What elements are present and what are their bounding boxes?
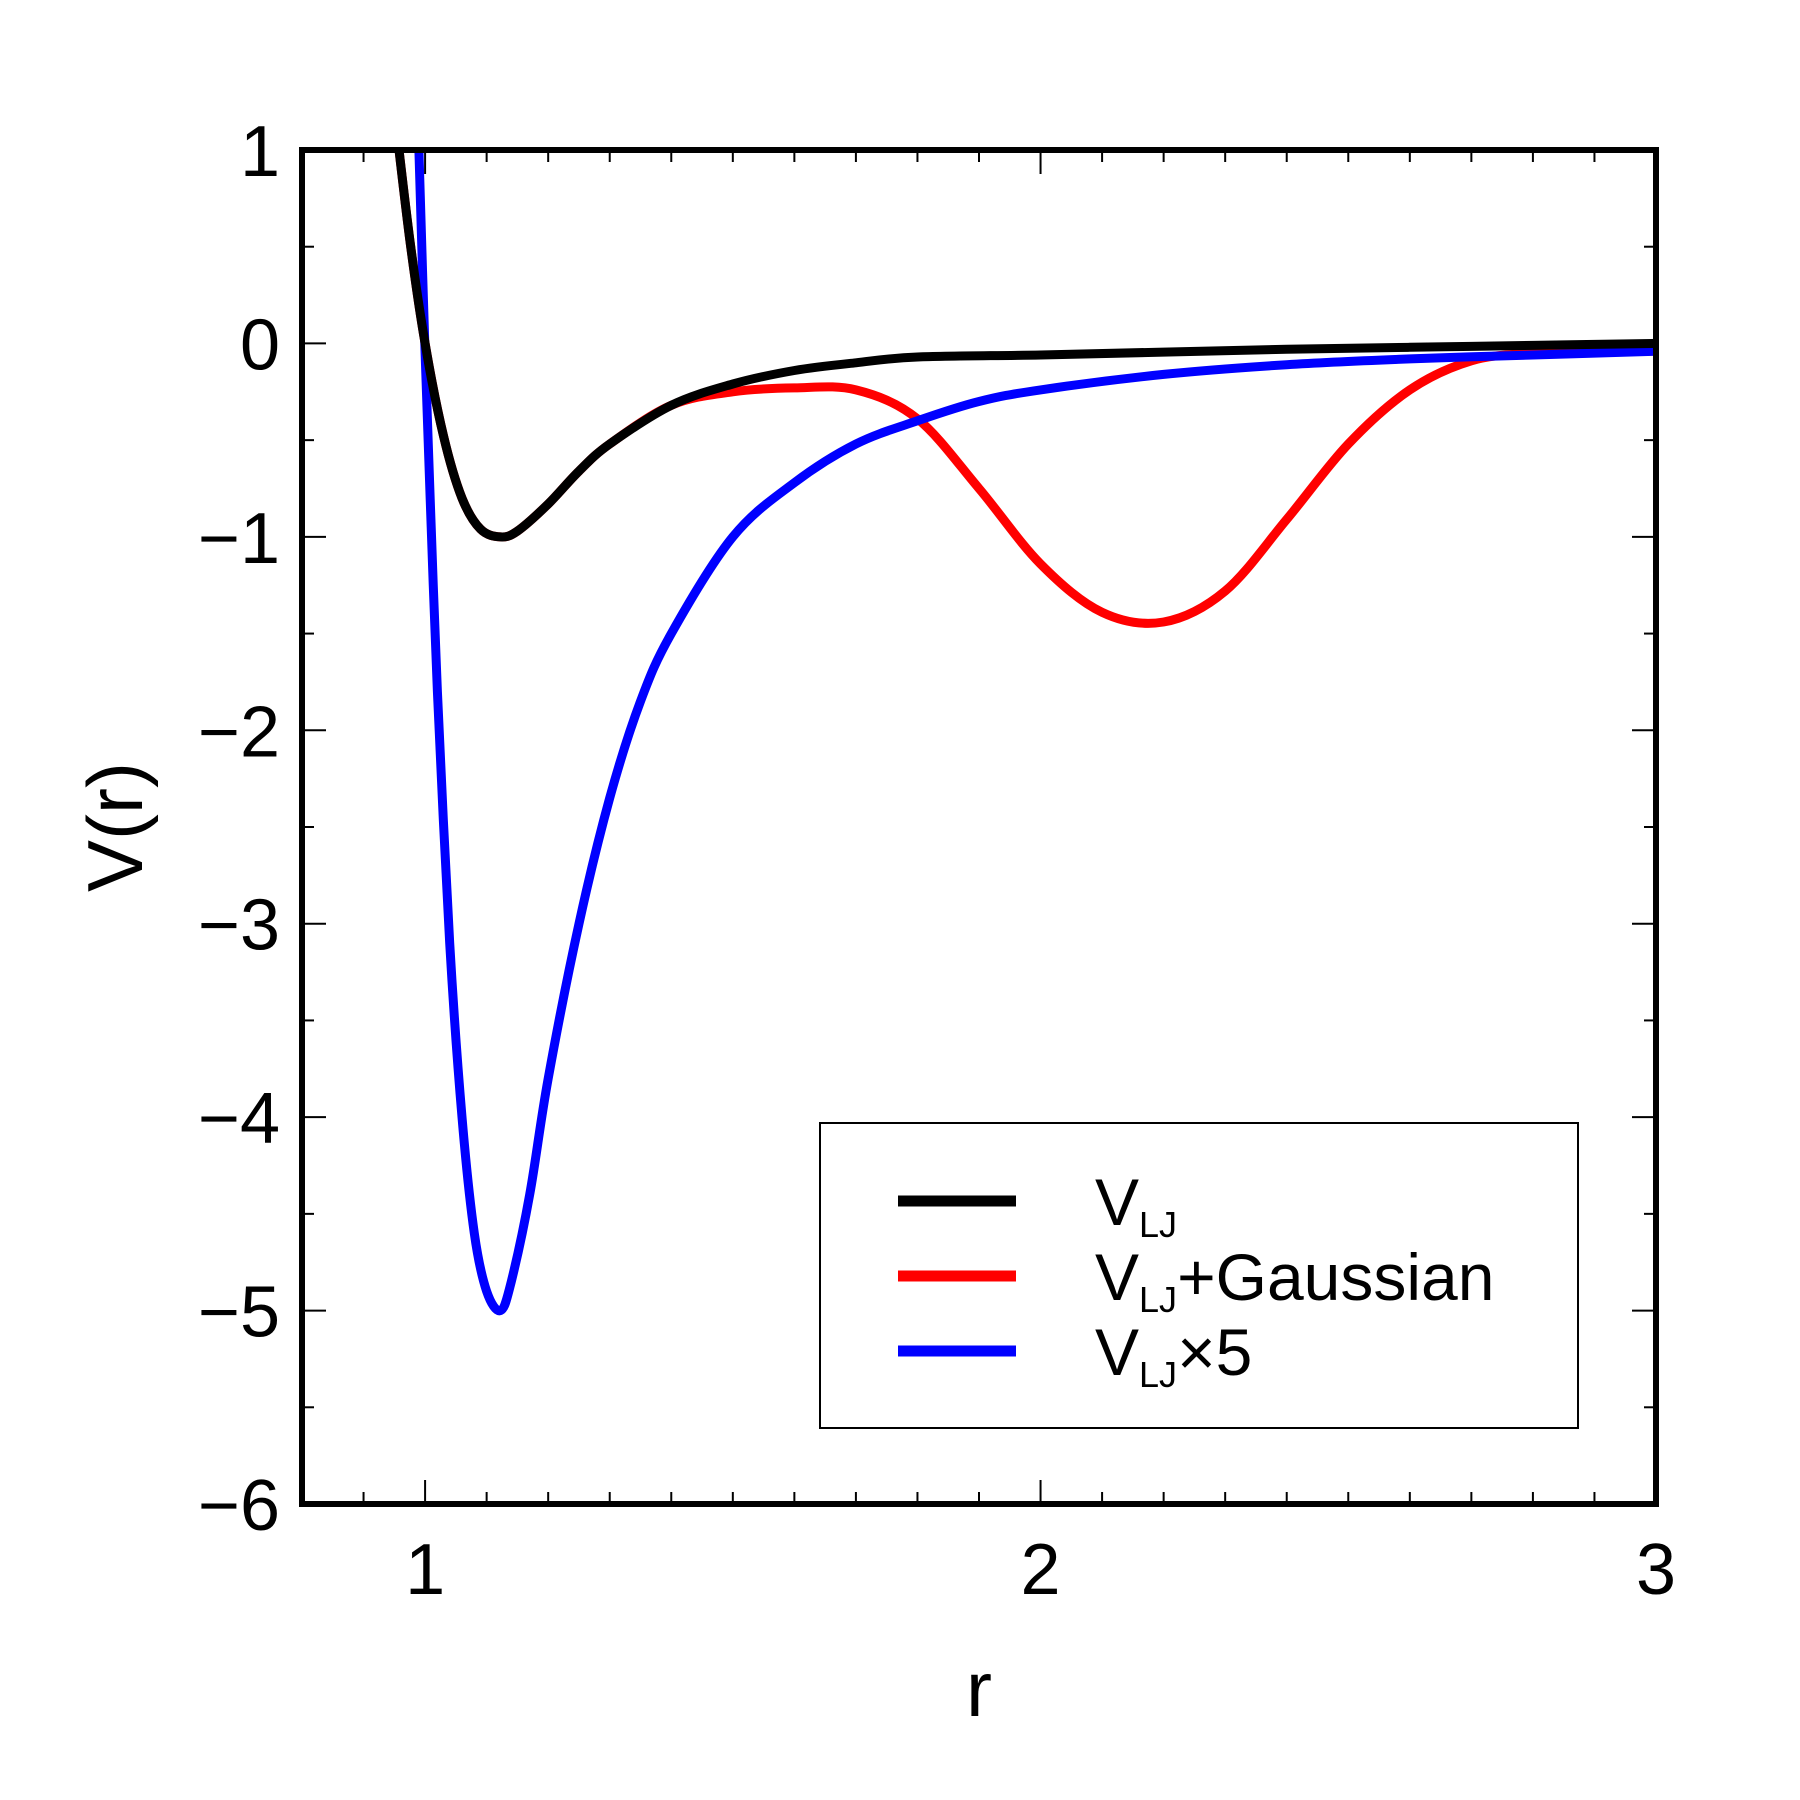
y-tick-label: −4 (198, 1079, 280, 1159)
x-tick-label: 1 (405, 1530, 445, 1610)
legend-item-lj: VLJ (898, 1165, 1177, 1245)
y-tick-label: −2 (198, 692, 280, 772)
tick-labels: 1 2 3 1 0 −1 −2 −3 −4 −5 −6 (198, 112, 1676, 1610)
y-tick-label: 1 (240, 112, 280, 192)
series-line-lj (394, 150, 1656, 542)
legend-item-gauss: VLJ+Gaussian (898, 1240, 1494, 1320)
legend-item-lj5: VLJ×5 (898, 1315, 1252, 1395)
legend-label: VLJ×5 (1095, 1315, 1252, 1395)
series-line-gauss (394, 150, 1656, 628)
y-tick-label: −6 (198, 1466, 280, 1546)
y-tick-label: −1 (198, 499, 280, 579)
y-tick-label: −5 (198, 1273, 280, 1353)
x-axis-title: r (966, 1645, 992, 1733)
x-tick-label: 2 (1021, 1530, 1061, 1610)
x-tick-label: 3 (1636, 1530, 1676, 1610)
y-tick-label: −3 (198, 886, 280, 966)
y-tick-label: 0 (240, 305, 280, 385)
ticks-layer (301, 149, 1657, 1505)
legend-label: VLJ+Gaussian (1095, 1240, 1494, 1320)
series-line-lj5 (414, 150, 1656, 1316)
series-layer (394, 150, 1656, 1316)
y-axis-title: V(r) (71, 762, 159, 892)
legend-label: VLJ (1095, 1165, 1177, 1245)
